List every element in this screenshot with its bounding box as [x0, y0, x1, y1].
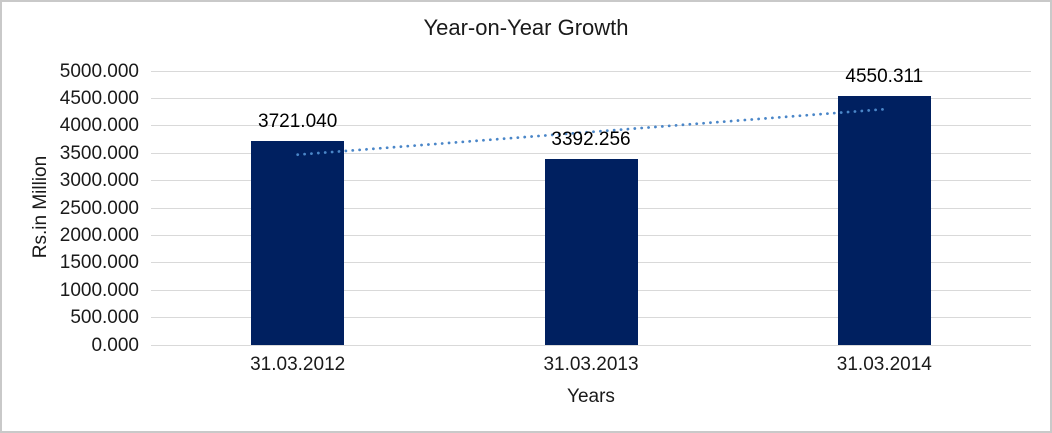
- y-tick-label: 2500.000: [59, 197, 139, 219]
- y-tick-label: 3500.000: [59, 142, 139, 164]
- x-tick-label: 31.03.2013: [543, 354, 639, 375]
- y-tick-label: 500.000: [70, 307, 139, 329]
- y-tick-label: 3000.000: [59, 170, 139, 192]
- bar: [251, 141, 345, 345]
- y-tick-label: 2000.000: [59, 224, 139, 246]
- bar-value-label: 3721.040: [258, 111, 338, 133]
- gridline: [151, 97, 1031, 99]
- y-tick-label: 1000.000: [59, 279, 139, 301]
- bar-value-label: 3392.256: [551, 129, 631, 151]
- y-tick-label: 5000.000: [59, 60, 139, 82]
- chart-title: Year-on-Year Growth: [423, 15, 629, 40]
- bar: [544, 159, 638, 345]
- gridline: [151, 344, 1031, 346]
- y-tick-label: 1500.000: [59, 252, 139, 274]
- x-tick-label: 31.03.2014: [836, 354, 932, 375]
- bar: [837, 95, 931, 345]
- x-axis-title: Years: [567, 386, 615, 407]
- y-tick-label: 0.000: [91, 334, 139, 356]
- y-tick-label: 4500.000: [59, 87, 139, 109]
- y-tick-label: 4000.000: [59, 115, 139, 137]
- gridline: [151, 70, 1031, 72]
- x-tick-label: 31.03.2012: [250, 354, 346, 375]
- bar-value-label: 4550.311: [845, 65, 924, 87]
